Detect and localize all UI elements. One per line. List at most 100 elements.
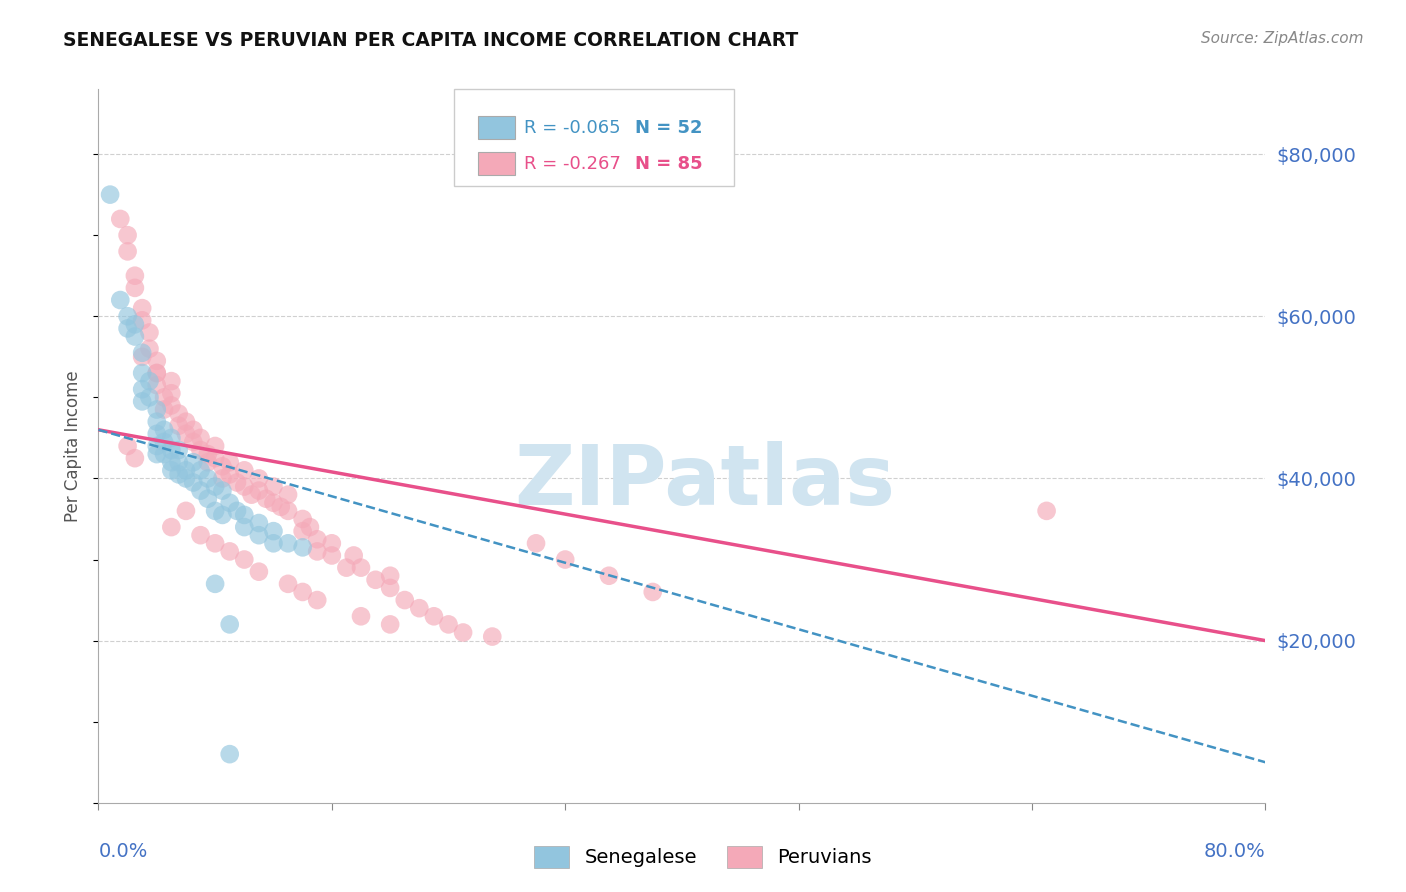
Point — [131, 394, 153, 409]
Point — [153, 402, 176, 417]
Point — [291, 585, 314, 599]
Point — [451, 625, 474, 640]
Point — [380, 617, 402, 632]
Point — [277, 536, 299, 550]
Point — [146, 366, 169, 380]
Point — [394, 593, 416, 607]
Point — [240, 488, 263, 502]
Point — [146, 439, 169, 453]
Point — [233, 508, 256, 522]
Point — [277, 488, 299, 502]
Point — [247, 471, 270, 485]
Point — [218, 467, 240, 482]
Point — [197, 471, 219, 485]
Point — [153, 423, 176, 437]
Text: 80.0%: 80.0% — [1204, 842, 1265, 861]
Point — [204, 536, 226, 550]
Point — [262, 496, 284, 510]
Point — [160, 399, 183, 413]
Point — [117, 228, 139, 243]
Point — [160, 455, 183, 469]
Text: Source: ZipAtlas.com: Source: ZipAtlas.com — [1201, 31, 1364, 46]
Text: 0.0%: 0.0% — [98, 842, 148, 861]
Point — [131, 301, 153, 315]
Point — [218, 747, 240, 761]
Point — [247, 483, 270, 498]
Point — [211, 508, 233, 522]
Point — [117, 439, 139, 453]
Point — [167, 467, 190, 482]
Point — [124, 268, 146, 283]
Legend: Senegalese, Peruvians: Senegalese, Peruvians — [524, 836, 882, 878]
Point — [131, 366, 153, 380]
Point — [321, 536, 343, 550]
Point — [233, 552, 256, 566]
FancyBboxPatch shape — [478, 153, 515, 175]
Point — [146, 378, 169, 392]
Point — [291, 524, 314, 538]
Point — [524, 536, 547, 550]
Point — [218, 617, 240, 632]
Point — [211, 483, 233, 498]
Point — [226, 504, 249, 518]
Point — [218, 455, 240, 469]
Point — [124, 318, 146, 332]
Point — [641, 585, 664, 599]
Point — [298, 520, 321, 534]
Point — [350, 560, 373, 574]
Point — [233, 463, 256, 477]
Point — [270, 500, 292, 514]
Text: N = 85: N = 85 — [636, 154, 703, 173]
Point — [190, 463, 212, 477]
Point — [98, 187, 121, 202]
Point — [343, 549, 366, 563]
Point — [153, 447, 176, 461]
Point — [138, 326, 160, 340]
Point — [117, 244, 139, 259]
Point — [321, 549, 343, 563]
Point — [554, 552, 576, 566]
Point — [117, 310, 139, 324]
Point — [190, 483, 212, 498]
Point — [153, 434, 176, 449]
Point — [146, 366, 169, 380]
Point — [131, 313, 153, 327]
Point — [190, 528, 212, 542]
Text: SENEGALESE VS PERUVIAN PER CAPITA INCOME CORRELATION CHART: SENEGALESE VS PERUVIAN PER CAPITA INCOME… — [63, 31, 799, 50]
Point — [204, 479, 226, 493]
Point — [254, 491, 277, 506]
Point — [437, 617, 460, 632]
Point — [110, 293, 132, 307]
Point — [481, 630, 503, 644]
Text: ZIPatlas: ZIPatlas — [515, 442, 896, 522]
Point — [181, 423, 204, 437]
Point — [167, 407, 190, 421]
Point — [262, 536, 284, 550]
Point — [218, 544, 240, 558]
Point — [174, 426, 197, 441]
Point — [160, 443, 183, 458]
Point — [131, 382, 153, 396]
Point — [160, 386, 183, 401]
Point — [146, 447, 169, 461]
Point — [146, 354, 169, 368]
Point — [138, 374, 160, 388]
Point — [167, 443, 190, 458]
Point — [350, 609, 373, 624]
Point — [262, 524, 284, 538]
Text: N = 52: N = 52 — [636, 119, 703, 136]
Point — [307, 533, 329, 547]
Point — [211, 471, 233, 485]
Point — [204, 504, 226, 518]
Point — [247, 528, 270, 542]
Point — [291, 512, 314, 526]
Point — [153, 390, 176, 404]
Point — [124, 451, 146, 466]
Point — [181, 434, 204, 449]
Point — [160, 520, 183, 534]
Point — [174, 415, 197, 429]
Point — [138, 390, 160, 404]
Point — [117, 321, 139, 335]
Point — [233, 520, 256, 534]
Point — [181, 475, 204, 490]
